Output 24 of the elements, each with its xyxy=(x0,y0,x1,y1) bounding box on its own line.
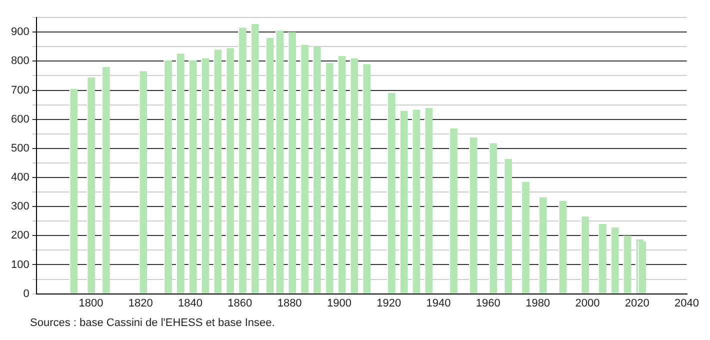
y-tick-label: 600 xyxy=(10,113,30,126)
x-tick-label: 2000 xyxy=(575,297,600,310)
x-tick-label: 2020 xyxy=(624,297,650,310)
x-tick-label: 1980 xyxy=(526,297,550,310)
y-tick-label: 100 xyxy=(10,258,30,271)
y-tick-label: 500 xyxy=(10,142,30,154)
x-tick-label: 1940 xyxy=(426,297,451,310)
y-tick-label: 300 xyxy=(10,200,30,213)
y-tick-label: 200 xyxy=(10,230,30,242)
x-tick-label: 1800 xyxy=(78,297,104,310)
x-tick-label: 1820 xyxy=(128,297,153,310)
y-tick-label: 800 xyxy=(10,55,30,68)
x-tick-label: 2040 xyxy=(674,297,700,310)
x-tick-label: 1860 xyxy=(228,297,252,310)
x-tick-label: 1880 xyxy=(277,297,302,310)
x-tick-label: 1960 xyxy=(476,297,500,310)
y-tick-label: 700 xyxy=(10,84,30,96)
y-tick-label: 0 xyxy=(23,288,30,300)
x-tick-label: 1920 xyxy=(376,297,402,310)
source-note: Sources : base Cassini de l'EHESS et base Insee. xyxy=(30,317,276,329)
x-tick-label: 1840 xyxy=(178,297,203,310)
x-tick-label: 1900 xyxy=(326,297,352,310)
y-tick-label: 400 xyxy=(10,172,30,184)
y-tick-label: 900 xyxy=(10,26,30,38)
